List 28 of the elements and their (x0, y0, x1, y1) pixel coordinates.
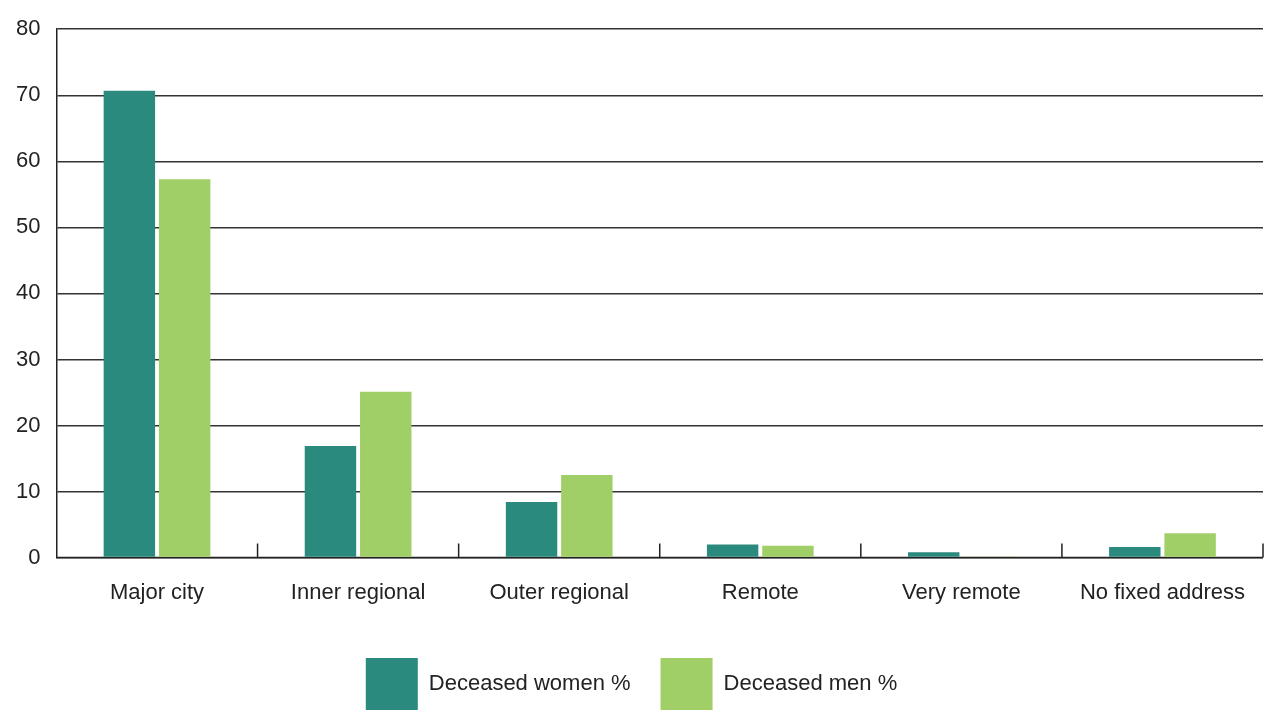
bar (762, 545, 814, 557)
x-tick-label: No fixed address (1079, 578, 1245, 604)
bar (706, 544, 759, 557)
y-tick-label: 0 (28, 543, 41, 569)
y-tick-label: 80 (15, 15, 41, 41)
bar (103, 90, 156, 557)
y-tick-label: 40 (15, 279, 41, 305)
y-tick-label: 50 (15, 213, 41, 239)
bar (908, 552, 960, 557)
bar (1164, 533, 1216, 557)
x-tick-label: Inner regional (290, 578, 426, 604)
bar (561, 475, 613, 557)
x-tick-label: Very remote (902, 578, 1021, 604)
bar (505, 502, 558, 557)
y-tick-label: 20 (15, 411, 41, 437)
legend-label: Deceased men % (723, 670, 898, 696)
bar (1109, 547, 1161, 557)
x-tick-label: Remote (721, 578, 799, 604)
bar (304, 445, 357, 557)
y-tick-label: 70 (15, 81, 41, 107)
y-tick-label: 60 (15, 147, 41, 173)
bar (360, 391, 412, 557)
x-tick-label: Major city (109, 578, 205, 604)
legend-label: Deceased women % (428, 670, 631, 696)
y-tick-label: 10 (15, 477, 41, 503)
x-tick-label: Outer regional (489, 578, 629, 604)
bar (158, 179, 211, 557)
y-tick-label: 30 (15, 345, 41, 371)
